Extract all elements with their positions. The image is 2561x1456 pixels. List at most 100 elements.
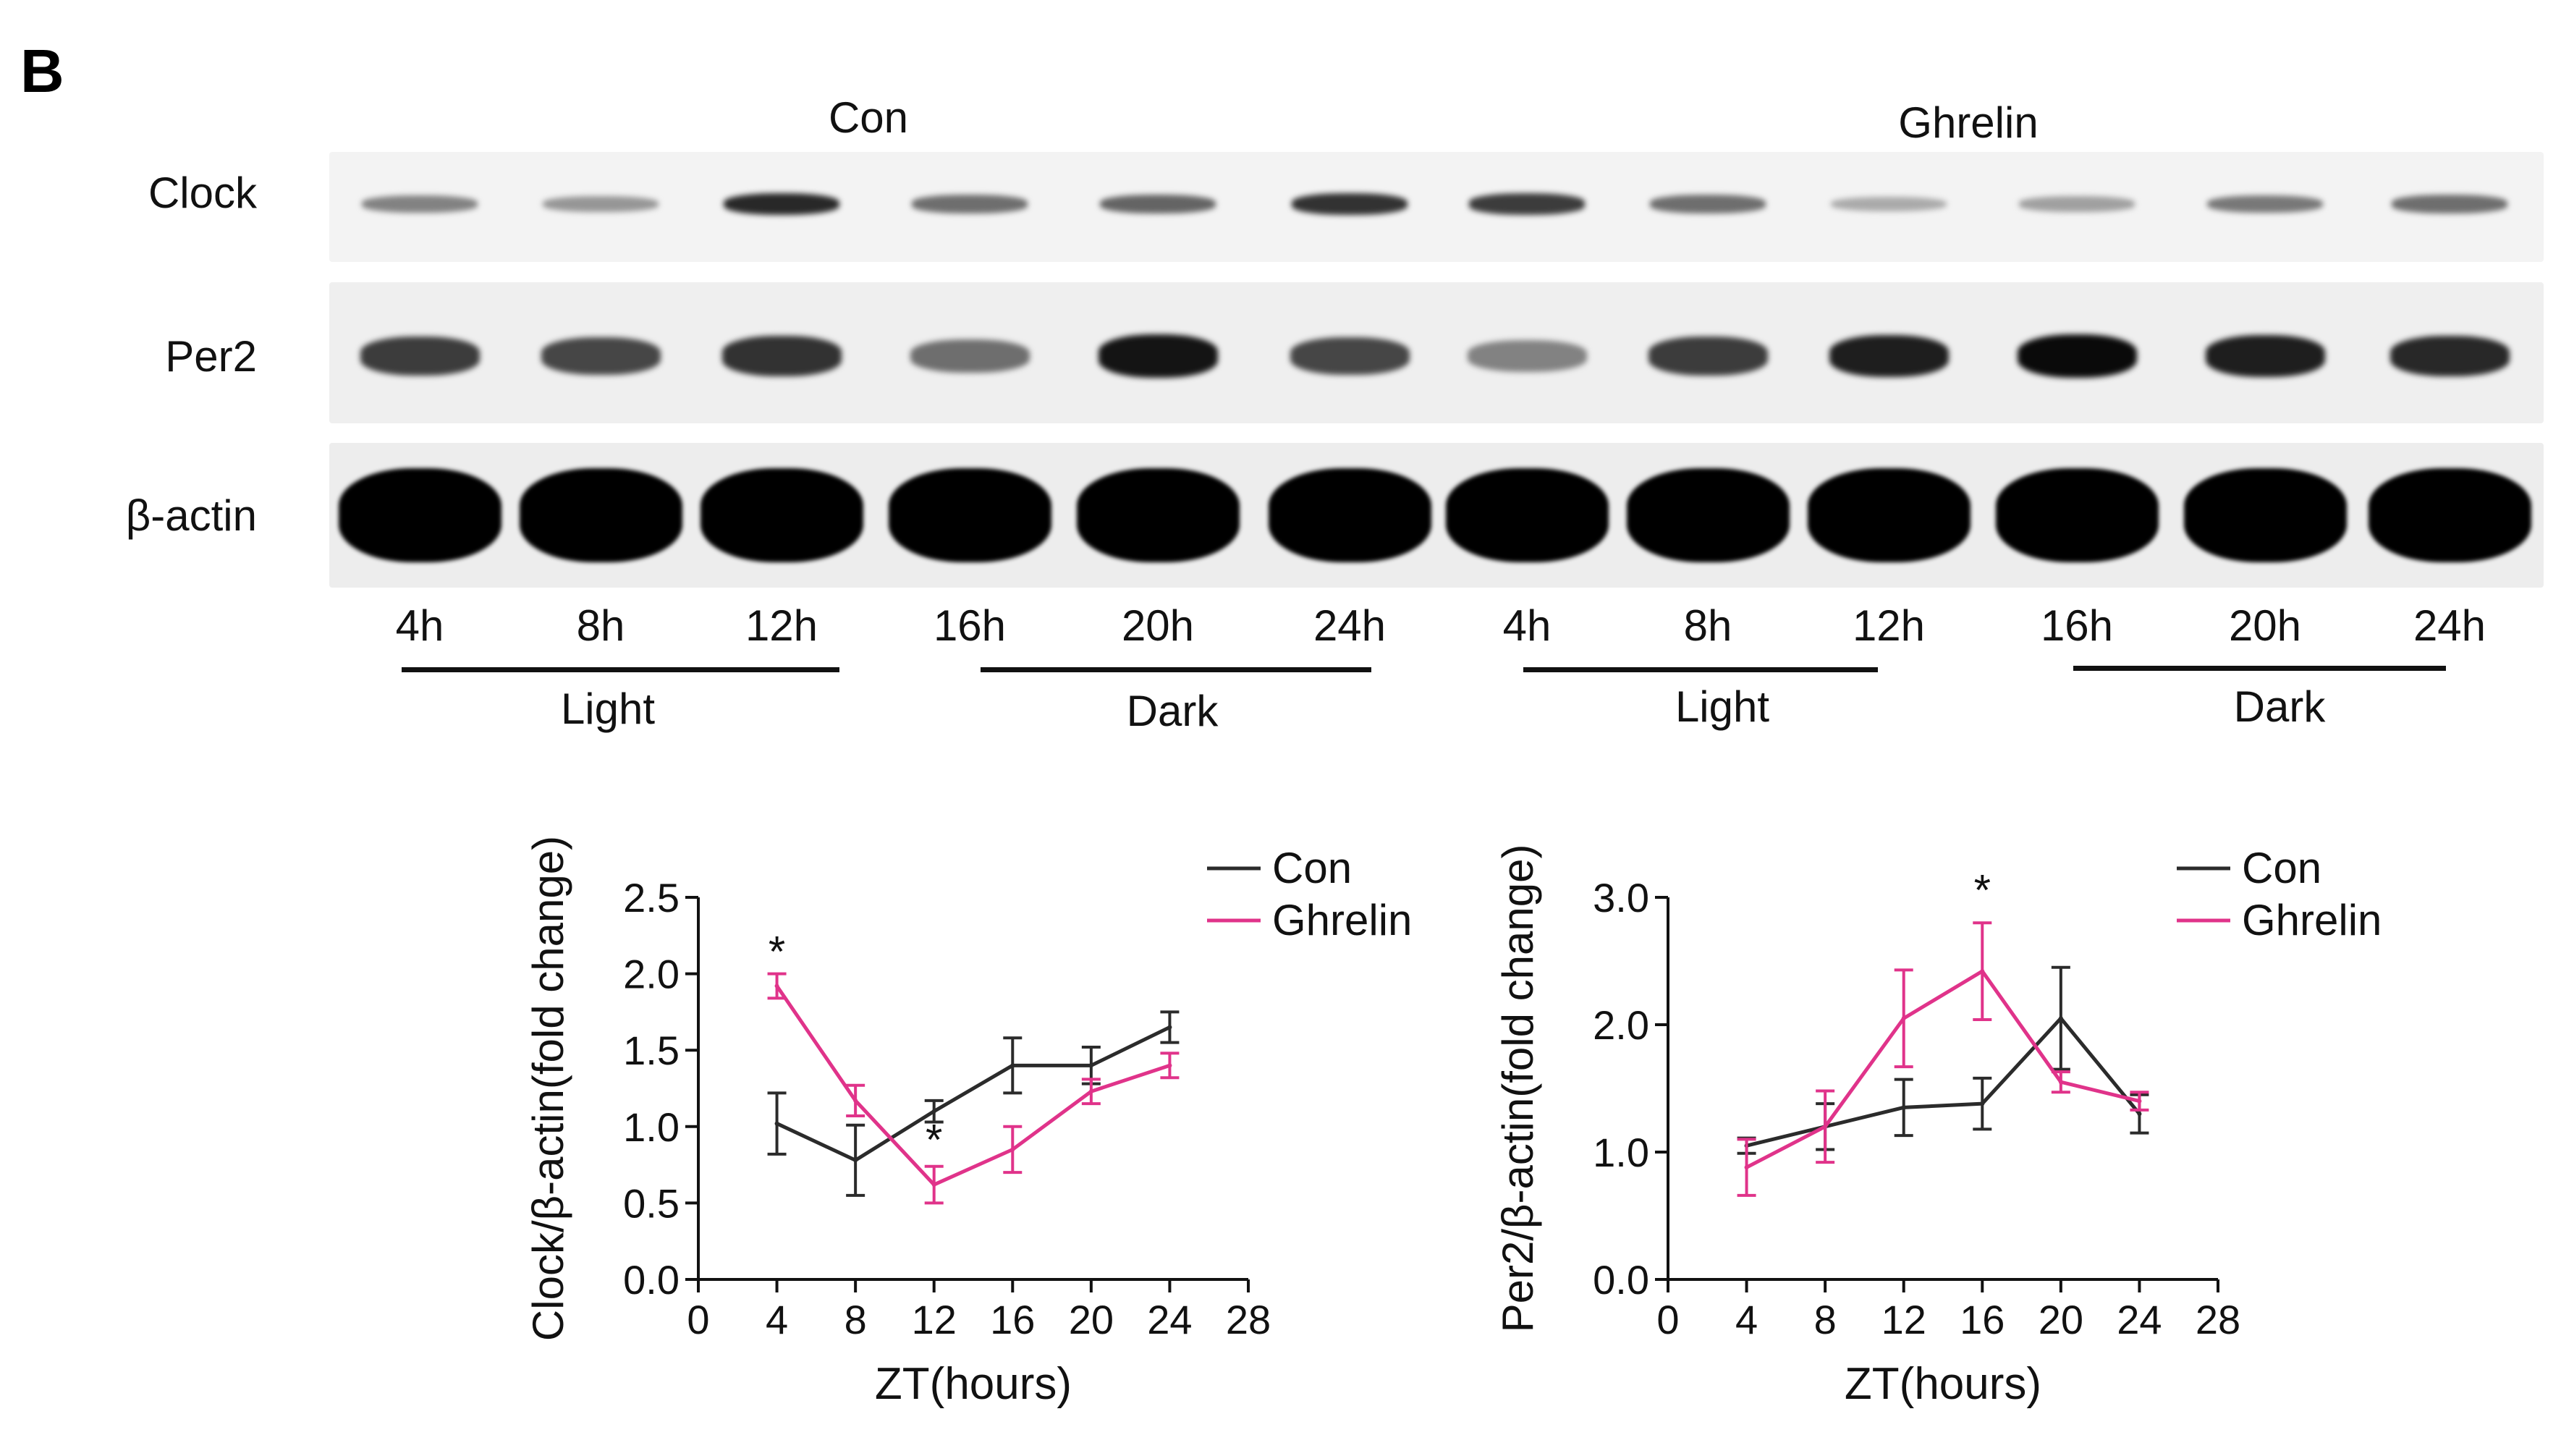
legend-label-ghrelin: Ghrelin (1272, 896, 1412, 944)
data-point-con (853, 1158, 858, 1163)
x-tick-label: 28 (2196, 1297, 2240, 1342)
chart-clock: 0.0 0.5 1.0 1.5 2.0 2.5 0 4 8 12 16 20 24 28 ZT(hours)… (524, 836, 1412, 1409)
data-point-ghrelin (1823, 1124, 1828, 1129)
significance-star: * (769, 928, 785, 976)
phase-bar-4 (2073, 666, 2446, 671)
band-actin-11 (2183, 468, 2347, 562)
data-point-con (2137, 1112, 2142, 1117)
blot-strip-clock (329, 152, 2544, 262)
phase-bar-1 (402, 667, 839, 672)
blot-strip-actin (329, 443, 2544, 588)
band-per2-9 (1829, 335, 1949, 377)
y-tick-label: 3.0 (1593, 875, 1649, 920)
data-point-ghrelin (1088, 1089, 1093, 1094)
lane-label-3: 12h (745, 601, 818, 650)
data-point-con (774, 1121, 779, 1126)
data-point-con (1901, 1105, 1906, 1110)
phase-label-2: Dark (1126, 687, 1219, 735)
data-point-con (1088, 1063, 1093, 1068)
y-tick-label: 1.5 (623, 1028, 680, 1073)
x-tick-label: 28 (1226, 1297, 1271, 1342)
band-per2-11 (2205, 335, 2325, 377)
band-per2-10 (2017, 334, 2137, 378)
lane-label-7: 4h (1502, 601, 1552, 650)
panel-label: B (20, 37, 64, 105)
band-per2-8 (1648, 337, 1768, 376)
data-point-con (1167, 1025, 1172, 1030)
series-line-ghrelin (1745, 968, 2141, 1169)
band-actin-12 (2368, 468, 2531, 562)
phase-label-3: Light (1675, 682, 1770, 731)
band-clock-8 (1650, 195, 1766, 213)
data-point-ghrelin (1744, 1165, 1749, 1170)
y-tick-label: 2.0 (623, 952, 680, 997)
lane-label-12: 24h (2413, 601, 2486, 650)
y-tick-label: 1.0 (623, 1104, 680, 1150)
data-point-ghrelin (1980, 969, 1985, 974)
data-point-con (1980, 1101, 1985, 1106)
legend-label-con: Con (2242, 844, 2321, 892)
data-point-con (2058, 1016, 2063, 1021)
band-actin-3 (700, 468, 863, 562)
band-clock-7 (1469, 193, 1585, 215)
y-tick-label: 0.5 (623, 1180, 680, 1226)
band-per2-2 (541, 337, 661, 376)
row-label-actin: β-actin (125, 491, 257, 540)
data-point-ghrelin (853, 1098, 858, 1103)
y-axis-label: Per2/β-actin(fold change) (1494, 845, 1542, 1333)
lane-label-8: 8h (1683, 601, 1732, 650)
y-tick-label: 2.0 (1593, 1002, 1649, 1048)
series-line-con (1745, 1015, 2141, 1148)
x-tick-label: 0 (1656, 1297, 1679, 1342)
band-clock-5 (1100, 194, 1216, 214)
y-tick-label: 0.0 (1593, 1257, 1649, 1303)
x-axis-label: ZT(hours) (875, 1359, 1072, 1409)
band-per2-5 (1098, 334, 1218, 378)
data-point-con (931, 1109, 936, 1114)
band-clock-10 (2019, 196, 2135, 212)
band-actin-2 (519, 468, 682, 562)
y-tick-label: 1.0 (1593, 1130, 1649, 1175)
band-actin-5 (1076, 468, 1240, 562)
data-point-ghrelin (774, 983, 779, 989)
lane-label-10: 16h (2040, 601, 2114, 650)
x-axis-label: ZT(hours) (1845, 1359, 2041, 1409)
data-point-ghrelin (1010, 1147, 1015, 1152)
group-label-con: Con (828, 93, 909, 142)
band-clock-4 (912, 195, 1028, 213)
x-tick-label: 12 (1881, 1297, 1926, 1342)
x-tick-label: 8 (845, 1297, 867, 1342)
band-per2-7 (1467, 340, 1587, 372)
band-clock-11 (2207, 195, 2323, 213)
x-tick-label: 24 (1147, 1297, 1192, 1342)
row-label-clock: Clock (148, 169, 257, 217)
band-per2-3 (721, 336, 842, 376)
x-tick-label: 0 (687, 1297, 709, 1342)
band-actin-9 (1807, 468, 1971, 562)
band-clock-3 (724, 192, 839, 216)
data-point-con (1010, 1063, 1015, 1068)
y-axis-label: Clock/β-actin(fold change) (524, 836, 572, 1341)
band-clock-6 (1292, 192, 1408, 216)
group-label-ghrelin: Ghrelin (1898, 98, 2039, 147)
band-clock-2 (543, 195, 659, 213)
lane-label-1: 4h (395, 601, 444, 650)
band-per2-12 (2389, 335, 2510, 377)
band-clock-9 (1831, 196, 1947, 212)
y-tick-label: 0.0 (623, 1257, 680, 1303)
chart-per2: 0.0 1.0 2.0 3.0 0 4 8 12 16 20 24 28 ZT(hours) Per2/β… (1494, 844, 2382, 1409)
x-tick-label: 16 (1960, 1297, 2005, 1342)
lane-label-4: 16h (933, 601, 1007, 650)
band-actin-1 (338, 468, 501, 562)
band-per2-6 (1290, 337, 1410, 376)
significance-star: * (1974, 865, 1991, 914)
phase-label-4: Dark (2233, 682, 2326, 731)
data-point-ghrelin (1167, 1063, 1172, 1068)
x-tick-label: 20 (2039, 1297, 2083, 1342)
x-tick-label: 16 (990, 1297, 1035, 1342)
band-clock-1 (362, 195, 478, 213)
phase-bar-2 (981, 667, 1371, 672)
blot-strip-per2 (329, 282, 2544, 423)
band-actin-4 (888, 468, 1051, 562)
band-actin-10 (1995, 468, 2159, 562)
